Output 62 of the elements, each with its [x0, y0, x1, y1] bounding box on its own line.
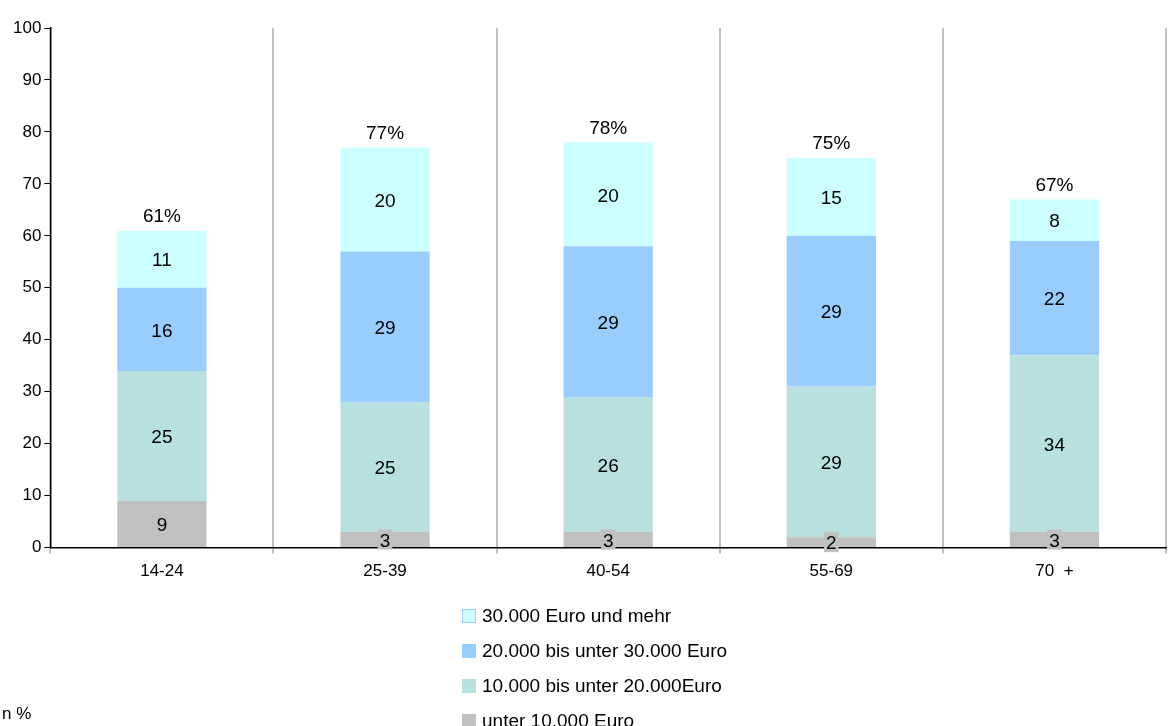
legend-label: unter 10.000 Euro: [481, 708, 636, 726]
y-tick-label: 90: [22, 69, 42, 89]
bar: [340, 402, 430, 533]
y-tick-label: 100: [12, 17, 42, 37]
bar: [563, 246, 653, 397]
total-label: 77%: [366, 121, 405, 143]
data-label: 15: [820, 187, 842, 209]
y-tick-label: 60: [22, 225, 42, 245]
data-label: 20: [374, 189, 396, 211]
data-label: 8: [1049, 210, 1060, 232]
x-tick-label: 40-54: [586, 561, 630, 581]
total-label: 61%: [142, 204, 182, 226]
bar: [117, 287, 207, 371]
data-label: 2: [826, 532, 837, 554]
bar: [786, 157, 876, 236]
x-tick-label: 70 +: [1035, 561, 1074, 581]
bar: [563, 142, 653, 247]
bar: [786, 235, 876, 387]
bar: [1009, 241, 1100, 356]
bar: [563, 396, 653, 533]
total-label: 78%: [589, 116, 628, 138]
text: n %: [2, 704, 32, 724]
bar: [1009, 355, 1100, 533]
legend-label: 30.000 Euro und mehr: [481, 603, 673, 628]
y-tick-label: 30: [22, 381, 42, 401]
data-label: 29: [820, 301, 842, 323]
data-label: 26: [597, 454, 619, 476]
data-label: 29: [374, 317, 396, 338]
bar: [117, 370, 207, 501]
y-tick-label: 0: [31, 537, 42, 557]
total-label: 75%: [812, 132, 851, 154]
legend-label: 10.000 bis unter 20.000Euro: [481, 673, 723, 698]
data-label: 22: [1043, 288, 1066, 310]
data-label: 9: [156, 514, 168, 536]
data-label: 29: [597, 311, 619, 333]
total-label: 67%: [1035, 173, 1074, 195]
x-tick-label: 14-24: [140, 561, 184, 581]
data-label: 34: [1043, 433, 1066, 455]
y-tick-label: 20: [22, 433, 42, 453]
y-tick-label: 40: [22, 329, 42, 349]
legend-label: 20.000 bis unter 30.000 Euro: [481, 638, 728, 663]
data-label: 11: [152, 249, 172, 271]
data-label: 29: [820, 452, 842, 474]
data-label: 20: [597, 184, 619, 206]
x-tick-label: 25-39: [363, 561, 407, 581]
bar: [117, 230, 207, 288]
bar: [1009, 199, 1100, 242]
bar: [117, 500, 207, 548]
bar: [340, 147, 430, 252]
x-tick-label: 55-69: [809, 561, 854, 581]
data-label: 25: [151, 426, 173, 448]
y-tick-label: 50: [22, 277, 42, 297]
y-tick-label: 80: [22, 121, 42, 141]
bar: [786, 386, 876, 538]
y-tick-label: 70: [22, 173, 42, 193]
data-label: 3: [379, 529, 391, 551]
data-label: 16: [151, 319, 173, 341]
y-tick-label: 10: [22, 485, 42, 505]
data-label: 25: [374, 457, 396, 479]
bar: [340, 251, 430, 403]
data-label: 3: [1049, 529, 1060, 551]
data-label: 3: [602, 529, 614, 551]
